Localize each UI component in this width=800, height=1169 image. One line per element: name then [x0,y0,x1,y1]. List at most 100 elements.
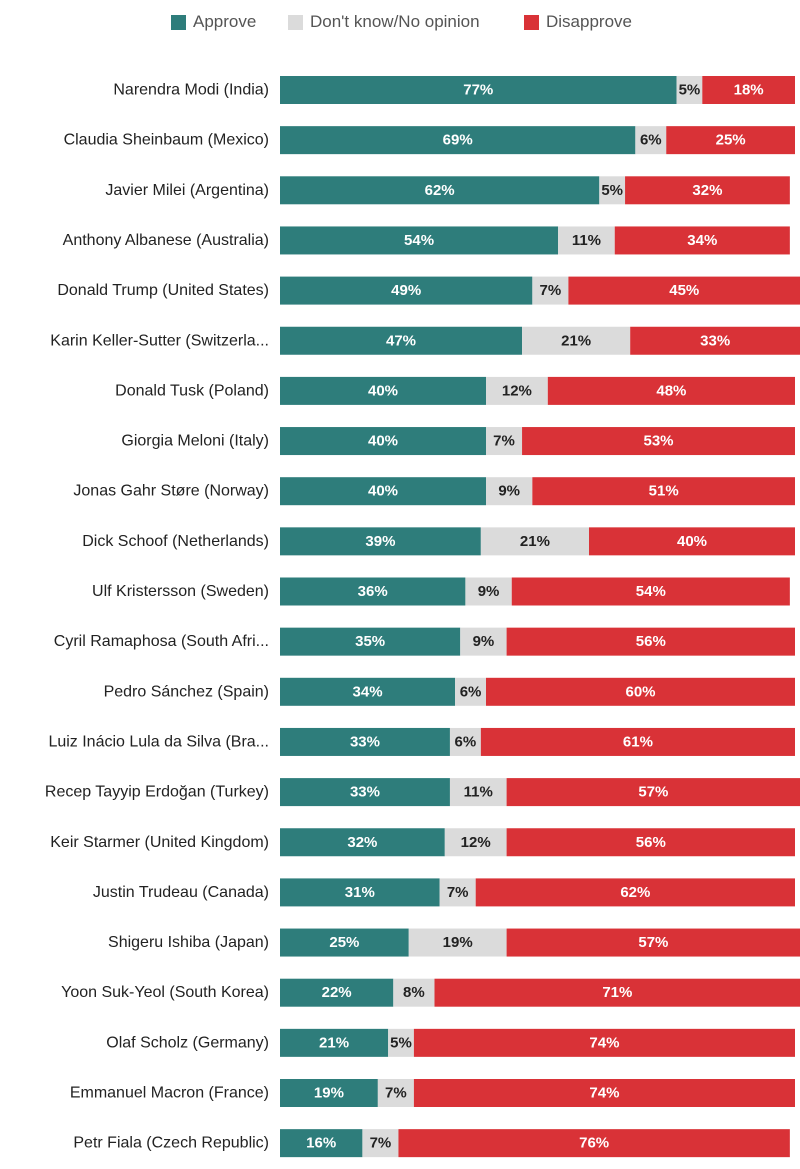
bar-row-karin-keller-sutter-switzerla: Karin Keller-Sutter (Switzerla... 47% 21% 3… [50,326,800,355]
bar-segment-disapprove [614,226,790,255]
bar-segment-don-t-know-no-opinion [455,677,486,706]
data-label-don-t-know-no-opinion: 7% [540,282,562,299]
bar-segment-disapprove [475,878,795,907]
bar-segment-don-t-know-no-opinion [480,527,589,556]
bar-segment-don-t-know-no-opinion [449,727,481,756]
data-label-disapprove: 62% [620,884,650,901]
bar-segment-don-t-know-no-opinion [362,1129,399,1158]
bar-segment-disapprove [532,477,795,506]
category-label: Cyril Ramaphosa (South Afri... [54,633,269,650]
data-label-disapprove: 57% [638,784,668,801]
category-label: Dick Schoof (Netherlands) [82,533,269,550]
bar-segment-approve [280,376,486,405]
category-label: Luiz Inácio Lula da Silva (Bra... [48,733,269,750]
bar-segment-approve [280,1079,378,1107]
bar-row-anthony-albanese-australia: Anthony Albanese (Australia) 54% 11% 34% [63,226,790,255]
bar-segment-approve [280,828,445,857]
bar-segment-don-t-know-no-opinion [377,1079,414,1107]
bar-segment-don-t-know-no-opinion [486,427,523,456]
data-label-don-t-know-no-opinion: 21% [561,332,591,349]
data-label-disapprove: 74% [589,1085,619,1102]
category-label: Donald Tusk (Poland) [115,382,269,399]
data-label-approve: 33% [350,784,380,801]
bar-segment-don-t-know-no-opinion [635,126,667,155]
legend-swatch-dont-know [288,14,303,30]
data-label-don-t-know-no-opinion: 6% [460,683,482,700]
data-label-approve: 33% [350,733,380,750]
bar-segment-don-t-know-no-opinion [408,928,507,957]
bar-segment-approve [280,527,481,556]
data-label-approve: 40% [368,483,398,500]
data-label-don-t-know-no-opinion: 7% [370,1135,392,1152]
bar-segment-approve [280,928,409,957]
bar-segment-don-t-know-no-opinion [486,376,548,405]
bar-segment-disapprove [522,427,795,456]
data-label-approve: 39% [365,533,395,550]
data-label-disapprove: 54% [636,583,666,600]
bar-segment-approve [280,427,486,456]
bar-segment-approve [280,878,440,907]
legend-swatch-disapprove [524,14,539,30]
data-label-don-t-know-no-opinion: 9% [478,583,500,600]
bar-row-donald-tusk-poland: Donald Tusk (Poland) 40% 12% 48% [115,376,795,405]
data-label-approve: 40% [368,382,398,399]
bar-segment-disapprove [486,677,795,706]
data-label-don-t-know-no-opinion: 21% [520,533,550,550]
bar-row-justin-trudeau-canada: Justin Trudeau (Canada) 31% 7% 62% [93,878,795,907]
bar-segment-disapprove [511,577,790,606]
category-label: Yoon Suk-Yeol (South Korea) [61,984,269,1001]
bar-segment-approve [280,978,394,1007]
data-label-disapprove: 56% [636,633,666,650]
data-label-approve: 40% [368,433,398,450]
legend-label-approve: Approve [193,12,257,31]
data-label-disapprove: 33% [700,332,730,349]
category-label: Donald Trump (United States) [57,282,269,299]
bar-row-donald-trump-united-states: Donald Trump (United States) 49% 7% 45% [57,276,800,305]
bar-segment-approve [280,677,456,706]
data-label-disapprove: 60% [625,683,655,700]
bar-row-petr-fiala-czech-republic: Petr Fiala (Czech Republic) 16% 7% 76% [73,1129,790,1158]
category-label: Karin Keller-Sutter (Switzerla... [50,332,269,349]
bar-segment-disapprove [506,778,800,807]
bar-segment-disapprove [547,376,795,405]
bar-segment-approve [280,778,450,807]
bar-segment-approve [280,326,523,355]
data-label-disapprove: 74% [589,1034,619,1051]
category-label: Anthony Albanese (Australia) [63,232,269,249]
bar-segment-don-t-know-no-opinion [558,226,615,255]
data-label-approve: 69% [443,132,473,149]
bar-row-cyril-ramaphosa-south-afri: Cyril Ramaphosa (South Afri... 35% 9% 56% [54,627,795,656]
bar-segment-disapprove [666,126,795,155]
bar-segment-approve [280,727,450,756]
bar-segment-disapprove [413,1028,795,1057]
category-label: Emmanuel Macron (France) [70,1085,269,1102]
bar-segment-don-t-know-no-opinion [522,326,631,355]
category-label: Keir Starmer (United Kingdom) [50,834,269,851]
bar-segment-don-t-know-no-opinion [676,76,703,104]
bar-row-jonas-gahr-st-re-norway: Jonas Gahr Støre (Norway) 40% 9% 51% [73,477,795,506]
data-label-don-t-know-no-opinion: 7% [447,884,469,901]
bar-row-pedro-sanchez-spain: Pedro Sánchez (Spain) 34% 6% 60% [104,677,795,706]
data-label-approve: 32% [347,834,377,851]
data-label-approve: 35% [355,633,385,650]
category-label: Justin Trudeau (Canada) [93,884,269,901]
bar-row-emmanuel-macron-france: Emmanuel Macron (France) 19% 7% 74% [70,1079,795,1107]
bar-segment-approve [280,276,533,305]
category-label: Shigeru Ishiba (Japan) [108,934,269,951]
data-label-approve: 47% [386,332,416,349]
bar-segment-disapprove [589,527,795,556]
bar-segment-don-t-know-no-opinion [449,778,507,807]
data-label-approve: 54% [404,232,434,249]
data-label-disapprove: 48% [656,382,686,399]
category-label: Olaf Scholz (Germany) [106,1034,269,1051]
data-label-don-t-know-no-opinion: 7% [385,1085,407,1102]
data-label-disapprove: 53% [644,433,674,450]
bar-segment-disapprove [702,76,795,104]
data-label-approve: 25% [329,934,359,951]
data-label-disapprove: 40% [677,533,707,550]
data-label-approve: 49% [391,282,421,299]
data-label-disapprove: 71% [602,984,632,1001]
bar-segment-approve [280,577,466,606]
data-label-disapprove: 51% [649,483,679,500]
